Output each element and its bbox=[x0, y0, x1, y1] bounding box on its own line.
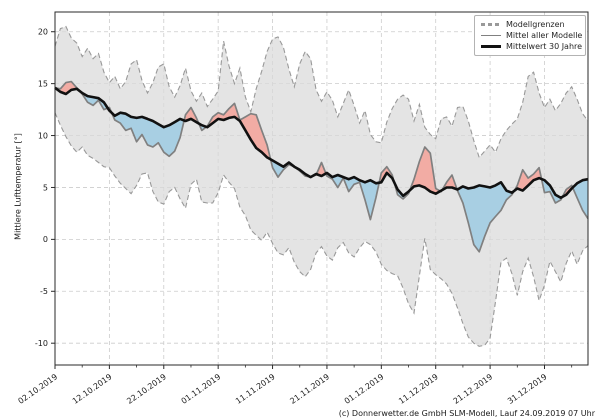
copyright-caption: (c) Donnerwetter.de GmbH SLM-Modell, Lau… bbox=[338, 409, 595, 418]
gray-line-swatch-icon bbox=[481, 34, 501, 37]
legend-label: Mittel aller Modelle bbox=[506, 31, 583, 40]
warmer-than-normal-fill bbox=[60, 81, 80, 94]
x-tick-label: 21.12.2019 bbox=[452, 372, 495, 406]
y-tick-label: 15 bbox=[38, 79, 48, 88]
dashed-line-swatch-icon bbox=[481, 23, 501, 26]
warmer-than-normal-fill bbox=[409, 147, 441, 194]
legend-item-mittel-aller-modelle: Mittel aller Modelle bbox=[481, 30, 583, 41]
x-tick-label: 11.11.2019 bbox=[234, 372, 277, 406]
x-tick-label: 01.12.2019 bbox=[343, 372, 386, 406]
x-tick-label: 22.10.2019 bbox=[125, 372, 168, 406]
y-tick-label: 20 bbox=[38, 28, 48, 37]
y-axis-label: Mittlere Lufttemperatur [°] bbox=[13, 133, 23, 240]
legend-item-mittelwert-30-jahre: Mittelwert 30 Jahre bbox=[481, 41, 583, 52]
x-tick-label: 01.11.2019 bbox=[180, 372, 223, 406]
colder-than-normal-fill bbox=[111, 112, 185, 157]
x-tick-label: 21.11.2019 bbox=[288, 372, 331, 406]
x-tick-label: 02.10.2019 bbox=[16, 372, 59, 406]
black-line-swatch-icon bbox=[481, 45, 501, 48]
legend-item-modellgrenzen: Modellgrenzen bbox=[481, 19, 579, 30]
legend-label: Modellgrenzen bbox=[506, 20, 565, 29]
legend-label: Mittelwert 30 Jahre bbox=[506, 42, 583, 51]
upper-model-bound-line bbox=[54, 25, 589, 159]
y-tick-label: 0 bbox=[43, 235, 48, 244]
y-tick-label: 10 bbox=[38, 131, 48, 140]
model-range-band bbox=[55, 26, 588, 347]
plot-border bbox=[54, 11, 589, 366]
colder-than-normal-fill bbox=[572, 179, 588, 219]
y-tick-label: 5 bbox=[43, 183, 48, 192]
model-mean-line bbox=[54, 80, 589, 253]
chart-legend: Modellgrenzen Mittel aller Modelle Mitte… bbox=[474, 15, 586, 56]
x-tick-label: 11.12.2019 bbox=[397, 372, 440, 406]
x-tick-label: 31.12.2019 bbox=[506, 372, 549, 406]
x-tick-label: 12.10.2019 bbox=[71, 372, 114, 406]
warmer-than-normal-fill bbox=[316, 162, 326, 176]
climate-mean-line bbox=[54, 86, 589, 200]
y-tick-label: -10 bbox=[35, 339, 48, 348]
warmer-than-normal-fill bbox=[442, 175, 458, 191]
lower-model-bound-line bbox=[54, 112, 589, 347]
y-tick-label: -5 bbox=[40, 287, 48, 296]
